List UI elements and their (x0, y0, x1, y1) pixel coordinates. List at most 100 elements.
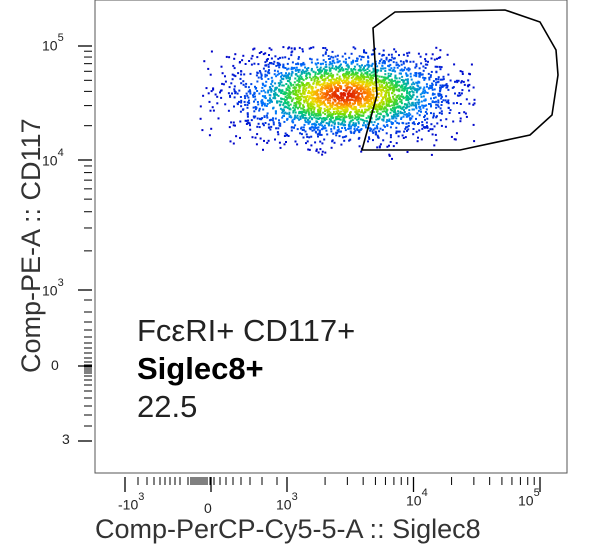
event-dot (298, 80, 301, 83)
event-dot (322, 117, 325, 119)
event-dot (307, 108, 310, 111)
event-dot (419, 72, 422, 75)
event-dot (345, 100, 348, 103)
event-dot (406, 78, 409, 81)
event-dot (353, 128, 356, 130)
event-dot (352, 90, 355, 93)
event-dot (342, 92, 345, 95)
event-dot (280, 91, 283, 94)
event-dot (359, 97, 362, 100)
event-dot (392, 107, 394, 109)
event-dot (389, 88, 391, 91)
event-dot (224, 103, 227, 106)
event-dot (415, 117, 417, 120)
event-dot (341, 120, 344, 123)
event-dot (328, 79, 331, 82)
event-dot (258, 107, 261, 110)
event-dot (421, 127, 424, 130)
event-dot (264, 73, 267, 76)
event-dot (383, 96, 386, 99)
event-dot (359, 69, 362, 72)
event-dot (427, 87, 430, 90)
event-dot (320, 87, 323, 90)
event-dot (424, 118, 426, 121)
event-dot (302, 106, 305, 108)
event-dot (384, 106, 387, 109)
event-dot (302, 114, 304, 117)
event-dot (435, 46, 438, 49)
event-dot (335, 134, 338, 137)
event-dot (400, 102, 403, 105)
event-dot (348, 125, 351, 128)
event-dot (411, 103, 414, 106)
event-dot (303, 111, 306, 114)
event-dot (408, 94, 411, 97)
event-dot (324, 113, 327, 116)
event-dot (280, 75, 282, 78)
event-dot (256, 71, 259, 74)
event-dot (362, 112, 365, 115)
event-dot (290, 66, 293, 69)
event-dot (237, 72, 240, 75)
event-dot (394, 111, 397, 114)
event-dot (395, 101, 398, 103)
event-dot (408, 86, 411, 89)
event-dot (418, 106, 421, 109)
event-dot (298, 46, 301, 49)
event-dot (329, 104, 332, 107)
event-dot (307, 90, 310, 92)
event-dot (388, 118, 391, 121)
event-dot (339, 68, 342, 71)
event-dot (228, 56, 231, 59)
event-dot (415, 107, 418, 110)
event-dot (249, 92, 252, 95)
event-dot (370, 79, 373, 82)
event-dot (386, 77, 389, 80)
event-dot (418, 81, 421, 84)
event-dot (335, 103, 338, 106)
event-dot (368, 78, 371, 81)
event-dot (386, 124, 389, 127)
event-dot (377, 69, 380, 72)
event-dot (384, 70, 387, 72)
event-dot (371, 88, 374, 91)
event-dot (305, 70, 307, 73)
event-dot (354, 108, 357, 111)
event-dot (365, 83, 368, 86)
event-dot (290, 129, 293, 132)
event-dot (293, 81, 296, 84)
event-dot (274, 55, 277, 58)
event-dot (358, 116, 361, 119)
event-dot (269, 97, 271, 100)
event-dot (345, 82, 348, 85)
event-dot (348, 86, 351, 89)
event-dot (312, 103, 315, 106)
event-dot (409, 87, 412, 90)
event-dot (375, 71, 378, 74)
event-dot (297, 91, 300, 93)
event-dot (384, 77, 387, 80)
event-dot (324, 51, 327, 54)
event-dot (418, 114, 421, 117)
event-dot (328, 66, 331, 69)
event-dot (399, 72, 402, 75)
event-dot (367, 86, 370, 89)
event-dot (378, 130, 381, 133)
event-dot (279, 107, 282, 110)
event-dot (384, 78, 387, 81)
event-dot (298, 97, 301, 100)
event-dot (404, 82, 407, 85)
y-axis-label: Comp-PE-A :: CD117 (16, 118, 46, 373)
event-dot (270, 125, 273, 128)
event-dot (395, 82, 397, 85)
event-dot (233, 74, 236, 77)
event-dot (388, 144, 390, 147)
event-dot (388, 78, 391, 81)
event-dot (318, 129, 321, 132)
event-dot (296, 143, 299, 146)
event-dot (310, 101, 313, 104)
event-dot (364, 99, 367, 102)
event-dot (285, 141, 287, 143)
event-dot (464, 112, 467, 115)
event-dot (334, 55, 337, 58)
